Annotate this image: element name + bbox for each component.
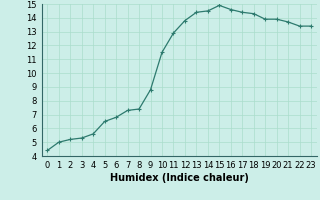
X-axis label: Humidex (Indice chaleur): Humidex (Indice chaleur) [110, 173, 249, 183]
